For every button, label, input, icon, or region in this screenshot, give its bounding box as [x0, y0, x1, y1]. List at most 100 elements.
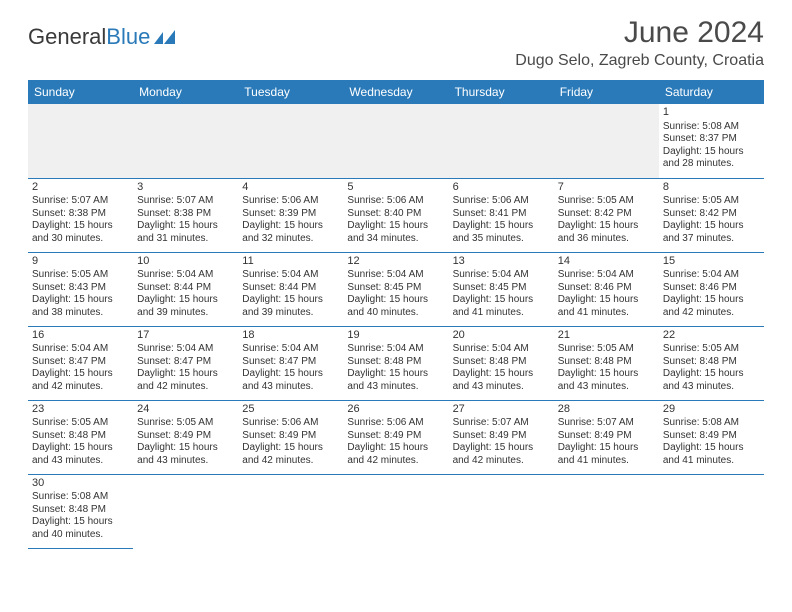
day-number: 22: [663, 329, 760, 343]
calendar-day-cell: 15Sunrise: 5:04 AMSunset: 8:46 PMDayligh…: [659, 252, 764, 326]
weekday-header: Sunday: [28, 80, 133, 104]
sunset-line: Sunset: 8:43 PM: [32, 282, 129, 295]
calendar-empty-cell: [659, 474, 764, 548]
sunset-line: Sunset: 8:47 PM: [32, 356, 129, 369]
weekday-header: Saturday: [659, 80, 764, 104]
sunset-line: Sunset: 8:49 PM: [663, 430, 760, 443]
daylight-line: Daylight: 15 hours and 34 minutes.: [347, 220, 444, 245]
sunrise-line: Sunrise: 5:07 AM: [453, 417, 550, 430]
sunset-line: Sunset: 8:46 PM: [558, 282, 655, 295]
sunset-line: Sunset: 8:49 PM: [137, 430, 234, 443]
sunset-line: Sunset: 8:38 PM: [137, 208, 234, 221]
header: GeneralBlue June 2024 Dugo Selo, Zagreb …: [0, 0, 792, 74]
sunset-line: Sunset: 8:44 PM: [242, 282, 339, 295]
sunrise-line: Sunrise: 5:04 AM: [558, 269, 655, 282]
daylight-line: Daylight: 15 hours and 43 minutes.: [347, 368, 444, 393]
sunset-line: Sunset: 8:39 PM: [242, 208, 339, 221]
sunset-line: Sunset: 8:48 PM: [453, 356, 550, 369]
daylight-line: Daylight: 15 hours and 42 minutes.: [32, 368, 129, 393]
calendar-week-row: 23Sunrise: 5:05 AMSunset: 8:48 PMDayligh…: [28, 400, 764, 474]
calendar-empty-cell: [449, 474, 554, 548]
calendar-week-row: 2Sunrise: 5:07 AMSunset: 8:38 PMDaylight…: [28, 178, 764, 252]
daylight-line: Daylight: 15 hours and 43 minutes.: [453, 368, 550, 393]
day-number: 27: [453, 403, 550, 417]
title-block: June 2024 Dugo Selo, Zagreb County, Croa…: [515, 16, 764, 70]
sunset-line: Sunset: 8:45 PM: [453, 282, 550, 295]
calendar-empty-cell: [554, 474, 659, 548]
sunrise-line: Sunrise: 5:06 AM: [453, 195, 550, 208]
sunset-line: Sunset: 8:48 PM: [663, 356, 760, 369]
sunset-line: Sunset: 8:49 PM: [453, 430, 550, 443]
sunrise-line: Sunrise: 5:04 AM: [663, 269, 760, 282]
daylight-line: Daylight: 15 hours and 42 minutes.: [663, 294, 760, 319]
calendar-day-cell: 29Sunrise: 5:08 AMSunset: 8:49 PMDayligh…: [659, 400, 764, 474]
sunrise-line: Sunrise: 5:04 AM: [242, 343, 339, 356]
sunrise-line: Sunrise: 5:04 AM: [347, 269, 444, 282]
weekday-header: Friday: [554, 80, 659, 104]
daylight-line: Daylight: 15 hours and 43 minutes.: [137, 442, 234, 467]
daylight-line: Daylight: 15 hours and 43 minutes.: [663, 368, 760, 393]
sunrise-line: Sunrise: 5:08 AM: [32, 491, 129, 504]
sunset-line: Sunset: 8:42 PM: [558, 208, 655, 221]
calendar-empty-cell: [133, 104, 238, 178]
sunrise-line: Sunrise: 5:06 AM: [347, 417, 444, 430]
day-number: 8: [663, 181, 760, 195]
sunset-line: Sunset: 8:46 PM: [663, 282, 760, 295]
daylight-line: Daylight: 15 hours and 39 minutes.: [242, 294, 339, 319]
sunset-line: Sunset: 8:37 PM: [663, 133, 760, 146]
calendar-day-cell: 27Sunrise: 5:07 AMSunset: 8:49 PMDayligh…: [449, 400, 554, 474]
calendar-empty-cell: [28, 104, 133, 178]
sunset-line: Sunset: 8:48 PM: [558, 356, 655, 369]
calendar-empty-cell: [343, 104, 448, 178]
day-number: 30: [32, 477, 129, 491]
day-number: 28: [558, 403, 655, 417]
calendar-empty-cell: [238, 104, 343, 178]
calendar-day-cell: 21Sunrise: 5:05 AMSunset: 8:48 PMDayligh…: [554, 326, 659, 400]
sunset-line: Sunset: 8:42 PM: [663, 208, 760, 221]
day-number: 6: [453, 181, 550, 195]
calendar-empty-cell: [554, 104, 659, 178]
calendar-table: SundayMondayTuesdayWednesdayThursdayFrid…: [28, 80, 764, 549]
calendar-week-row: 9Sunrise: 5:05 AMSunset: 8:43 PMDaylight…: [28, 252, 764, 326]
sunset-line: Sunset: 8:45 PM: [347, 282, 444, 295]
daylight-line: Daylight: 15 hours and 35 minutes.: [453, 220, 550, 245]
daylight-line: Daylight: 15 hours and 42 minutes.: [242, 442, 339, 467]
day-number: 14: [558, 255, 655, 269]
daylight-line: Daylight: 15 hours and 43 minutes.: [558, 368, 655, 393]
day-number: 13: [453, 255, 550, 269]
calendar-day-cell: 5Sunrise: 5:06 AMSunset: 8:40 PMDaylight…: [343, 178, 448, 252]
calendar-body: 1Sunrise: 5:08 AMSunset: 8:37 PMDaylight…: [28, 104, 764, 548]
calendar-day-cell: 6Sunrise: 5:06 AMSunset: 8:41 PMDaylight…: [449, 178, 554, 252]
calendar-day-cell: 25Sunrise: 5:06 AMSunset: 8:49 PMDayligh…: [238, 400, 343, 474]
calendar-day-cell: 10Sunrise: 5:04 AMSunset: 8:44 PMDayligh…: [133, 252, 238, 326]
daylight-line: Daylight: 15 hours and 38 minutes.: [32, 294, 129, 319]
day-number: 9: [32, 255, 129, 269]
calendar-week-row: 30Sunrise: 5:08 AMSunset: 8:48 PMDayligh…: [28, 474, 764, 548]
daylight-line: Daylight: 15 hours and 40 minutes.: [347, 294, 444, 319]
sunset-line: Sunset: 8:49 PM: [242, 430, 339, 443]
weekday-header: Monday: [133, 80, 238, 104]
day-number: 12: [347, 255, 444, 269]
sunset-line: Sunset: 8:47 PM: [242, 356, 339, 369]
daylight-line: Daylight: 15 hours and 41 minutes.: [453, 294, 550, 319]
sunrise-line: Sunrise: 5:05 AM: [32, 269, 129, 282]
sunrise-line: Sunrise: 5:04 AM: [137, 269, 234, 282]
daylight-line: Daylight: 15 hours and 40 minutes.: [32, 516, 129, 541]
calendar-day-cell: 1Sunrise: 5:08 AMSunset: 8:37 PMDaylight…: [659, 104, 764, 178]
calendar-day-cell: 2Sunrise: 5:07 AMSunset: 8:38 PMDaylight…: [28, 178, 133, 252]
calendar-empty-cell: [133, 474, 238, 548]
day-number: 19: [347, 329, 444, 343]
sunrise-line: Sunrise: 5:04 AM: [137, 343, 234, 356]
calendar-day-cell: 24Sunrise: 5:05 AMSunset: 8:49 PMDayligh…: [133, 400, 238, 474]
day-number: 18: [242, 329, 339, 343]
sunset-line: Sunset: 8:48 PM: [347, 356, 444, 369]
sunrise-line: Sunrise: 5:04 AM: [453, 269, 550, 282]
sunrise-line: Sunrise: 5:04 AM: [32, 343, 129, 356]
calendar-day-cell: 12Sunrise: 5:04 AMSunset: 8:45 PMDayligh…: [343, 252, 448, 326]
day-number: 23: [32, 403, 129, 417]
daylight-line: Daylight: 15 hours and 37 minutes.: [663, 220, 760, 245]
daylight-line: Daylight: 15 hours and 39 minutes.: [137, 294, 234, 319]
daylight-line: Daylight: 15 hours and 31 minutes.: [137, 220, 234, 245]
calendar-day-cell: 30Sunrise: 5:08 AMSunset: 8:48 PMDayligh…: [28, 474, 133, 548]
logo-text-general: General: [28, 24, 106, 50]
